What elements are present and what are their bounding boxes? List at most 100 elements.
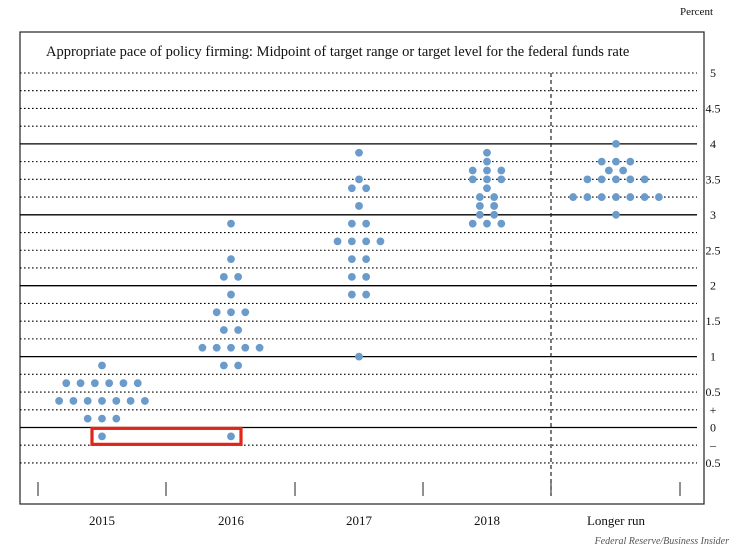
- dot-point: [112, 414, 121, 423]
- dot-point: [83, 397, 92, 405]
- dot-point: [347, 255, 356, 264]
- dot-point: [347, 184, 356, 193]
- y-tick-label: 3.5: [706, 172, 721, 186]
- dot-point: [468, 175, 477, 184]
- x-category-label: Longer run: [587, 513, 646, 528]
- highlight-layer: [90, 426, 243, 446]
- dot-point: [640, 175, 649, 184]
- dot-point: [490, 193, 499, 201]
- dot-point: [227, 290, 235, 299]
- dot-point: [497, 175, 506, 184]
- dot-point: [612, 140, 620, 148]
- dot-point: [227, 255, 235, 264]
- x-category-label: 2017: [346, 513, 373, 528]
- dot-point: [569, 193, 577, 201]
- dot-point: [98, 397, 106, 405]
- x-category-label: 2016: [218, 513, 245, 528]
- dot-point: [597, 175, 606, 184]
- dot-point: [626, 157, 635, 166]
- dot-point: [362, 237, 371, 246]
- dot-point: [619, 166, 628, 175]
- dot-point: [219, 361, 228, 370]
- dot-point: [126, 397, 135, 405]
- dot-point: [483, 175, 491, 184]
- dot-point: [490, 210, 499, 219]
- x-axis: 2015 2016 2017 2018 Longer run: [37, 73, 681, 528]
- dot-point: [241, 308, 250, 317]
- dot-point: [347, 237, 356, 246]
- dot-point: [483, 166, 491, 175]
- y-tick-label: 1.5: [706, 314, 721, 328]
- dot-point: [612, 210, 620, 219]
- dot-point: [98, 432, 106, 441]
- y-tick-label: 0.5: [706, 456, 721, 470]
- dot-point: [475, 202, 484, 210]
- dot-point: [362, 272, 371, 281]
- source-credit: Federal Reserve/Business Insider: [594, 536, 729, 547]
- dot-point: [112, 397, 121, 405]
- dots-layer: [55, 140, 663, 441]
- dot-point: [468, 219, 477, 228]
- dot-point: [105, 379, 114, 388]
- dot-point: [355, 202, 363, 210]
- dot-point: [198, 343, 207, 352]
- y-tick-label: 0.5: [706, 385, 721, 399]
- dot-point: [483, 184, 491, 193]
- dot-point: [483, 157, 491, 166]
- y-tick-label: 5: [710, 66, 716, 80]
- dot-point: [597, 193, 606, 201]
- highlight-box: [90, 426, 243, 446]
- dot-point: [333, 237, 342, 246]
- dot-point: [355, 175, 363, 184]
- dot-point: [141, 397, 149, 405]
- dot-point: [212, 343, 221, 352]
- dot-point: [355, 352, 363, 361]
- dot-point: [640, 193, 649, 201]
- dot-point: [583, 175, 592, 184]
- dot-point: [98, 414, 106, 423]
- dot-point: [119, 379, 128, 388]
- dot-point: [227, 308, 235, 317]
- dot-point: [347, 272, 356, 281]
- dot-point: [362, 219, 371, 228]
- dot-point: [227, 343, 235, 352]
- dot-point: [83, 414, 92, 423]
- x-category-label: 2015: [89, 513, 115, 528]
- y-tick-label: –: [709, 438, 717, 452]
- dot-point: [604, 166, 613, 175]
- dot-point: [133, 379, 142, 388]
- y-tick-label: 4: [710, 137, 716, 151]
- dot-point: [655, 193, 663, 201]
- dot-point: [475, 210, 484, 219]
- dot-point: [626, 175, 635, 184]
- dot-point: [362, 184, 371, 193]
- x-category-label: 2018: [474, 513, 500, 528]
- dot-point: [483, 219, 491, 228]
- dot-point: [597, 157, 606, 166]
- dot-point: [483, 148, 491, 157]
- dot-point: [468, 166, 477, 175]
- dot-point: [626, 193, 635, 201]
- dot-point: [76, 379, 85, 388]
- dot-point: [490, 202, 499, 210]
- dot-point: [475, 193, 484, 201]
- y-tick-label: 0: [710, 421, 716, 435]
- y-tick-label: 4.5: [706, 101, 721, 115]
- dot-point: [69, 397, 78, 405]
- dot-point: [219, 272, 228, 281]
- dot-point: [212, 308, 221, 317]
- dot-point: [234, 272, 243, 281]
- y-tick-label: 3: [710, 208, 716, 222]
- chart-title: Appropriate pace of policy firming: Midp…: [46, 44, 629, 60]
- y-tick-label: 2.5: [706, 243, 721, 257]
- y-tick-label: 1: [710, 350, 716, 364]
- dot-point: [90, 379, 99, 388]
- dot-point: [62, 379, 71, 388]
- dot-point: [347, 219, 356, 228]
- dot-point: [376, 237, 385, 246]
- dot-point: [362, 255, 371, 264]
- dot-point: [583, 193, 592, 201]
- dot-point: [234, 326, 243, 334]
